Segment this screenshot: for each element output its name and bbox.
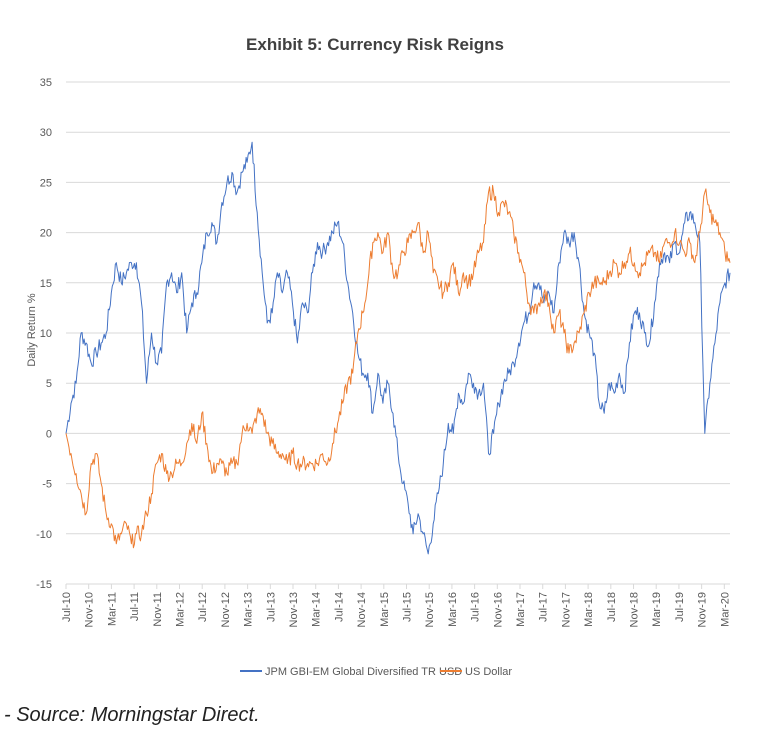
series-line-us-dollar	[65, 184, 731, 549]
x-axis-ticks: Jul-10 Nov-10 Mar-11 Jul-11 Nov-11 Mar-12 Jul-…	[61, 584, 731, 627]
x-tick-label: Nov-13	[288, 592, 300, 627]
x-tick-label: Nov-14	[356, 592, 368, 627]
y-axis-ticks: 35 30 25 20 15 10 5 0 -5 -10 -15	[36, 77, 52, 591]
y-tick-label: 0	[46, 428, 52, 440]
y-tick-label: 5	[46, 378, 52, 390]
y-tick-label: 10	[40, 328, 52, 340]
x-tick-label: Mar-11	[106, 592, 118, 626]
x-tick-label: Jul-12	[197, 592, 209, 622]
x-tick-label: Jul-10	[61, 592, 73, 622]
series-lines	[65, 141, 731, 555]
x-tick-label: Nov-15	[424, 592, 436, 627]
series-line-jpm-gbi-em	[65, 141, 731, 555]
y-tick-label: 15	[40, 278, 52, 290]
chart-title: Exhibit 5: Currency Risk Reigns	[246, 35, 504, 54]
x-tick-label: Mar-13	[243, 592, 255, 627]
x-tick-label: Mar-14	[311, 592, 323, 627]
x-tick-label: Nov-10	[84, 592, 96, 627]
source-note: - Source: Morningstar Direct.	[4, 704, 260, 726]
y-tick-label: 35	[40, 77, 52, 89]
x-tick-label: Jul-19	[674, 592, 686, 622]
x-tick-label: Mar-12	[175, 592, 187, 627]
x-tick-label: Mar-18	[583, 592, 595, 627]
y-tick-label: -10	[36, 529, 52, 541]
x-tick-label: Nov-18	[629, 592, 641, 627]
legend-label-jpm: JPM GBI-EM Global Diversified TR USD	[265, 666, 462, 678]
x-tick-label: Nov-12	[220, 592, 232, 627]
x-tick-label: Jul-15	[402, 592, 414, 622]
x-tick-label: Mar-15	[379, 592, 391, 627]
y-tick-label: 25	[40, 177, 52, 189]
x-tick-label: Nov-19	[697, 592, 709, 627]
x-tick-label: Nov-17	[560, 592, 572, 627]
x-tick-label: Jul-16	[470, 592, 482, 622]
x-tick-label: Mar-20	[719, 592, 731, 627]
x-tick-label: Jul-17	[538, 592, 550, 622]
x-tick-label: Mar-16	[447, 592, 459, 627]
gridlines	[66, 81, 730, 585]
x-tick-label: Jul-18	[606, 592, 618, 622]
x-tick-label: Jul-11	[129, 592, 141, 621]
x-tick-label: Nov-16	[492, 592, 504, 627]
y-tick-label: 30	[40, 127, 52, 139]
legend-label-usd: US Dollar	[465, 666, 512, 678]
y-axis-title: Daily Return %	[26, 293, 38, 367]
x-tick-label: Jul-13	[265, 592, 277, 622]
x-tick-label: Mar-19	[651, 592, 663, 627]
x-tick-label: Nov-11	[152, 592, 164, 627]
y-tick-label: -5	[42, 479, 52, 491]
y-tick-label: -15	[36, 579, 52, 591]
y-tick-label: 20	[40, 228, 52, 240]
legend: JPM GBI-EM Global Diversified TR USD US …	[240, 666, 512, 678]
x-tick-label: Jul-14	[333, 592, 345, 622]
x-tick-label: Mar-17	[515, 592, 527, 627]
